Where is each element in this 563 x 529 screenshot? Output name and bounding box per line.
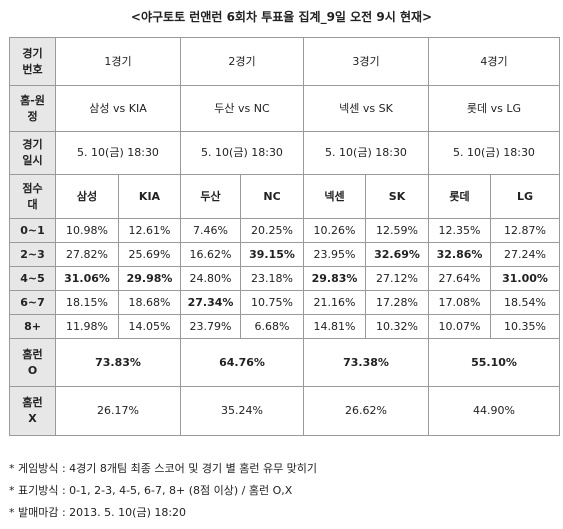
homerun-x-row: 홈런 X 26.17% 35.24% 26.62% 44.90%: [9, 386, 560, 436]
vote-rate-cell: 32.86%: [428, 242, 491, 267]
vote-rate-cell: 27.24%: [490, 242, 560, 267]
header-game-date: 경기 일시: [9, 131, 56, 175]
vote-rate-cell: 16.62%: [180, 242, 241, 267]
vote-rate-cell: 14.05%: [118, 314, 181, 339]
score-band-row: 6~7 18.15% 18.68% 27.34% 10.75% 21.16% 17.28% 1…: [9, 290, 560, 315]
score-band-label: 8+: [9, 314, 56, 339]
vote-rate-cell: 24.80%: [180, 266, 241, 291]
score-band-label: 0~1: [9, 218, 56, 243]
vote-rate-cell: 23.95%: [303, 242, 366, 267]
game-datetime: 5. 10(금) 18:30: [428, 131, 560, 175]
game-label: 4경기: [428, 37, 560, 86]
page-title: <야구토토 런앤런 6회차 투표율 집계_9일 오전 9시 현재>: [130, 10, 433, 24]
score-band-label: 6~7: [9, 290, 56, 315]
vote-rate-cell: 7.46%: [180, 218, 241, 243]
game-datetime: 5. 10(금) 18:30: [303, 131, 429, 175]
vote-rate-cell: 27.82%: [55, 242, 119, 267]
team-name: 삼성: [55, 174, 119, 219]
vote-rate-cell: 18.15%: [55, 290, 119, 315]
matchup: 두산 vs NC: [180, 85, 304, 132]
header-home-away: 홈-원 정: [9, 85, 56, 132]
matchup-row: 홈-원 정 삼성 vs KIA 두산 vs NC 넥센 vs SK 롯데 vs LG: [9, 85, 560, 132]
vote-rate-cell: 39.15%: [240, 242, 304, 267]
vote-rate-cell: 31.00%: [490, 266, 560, 291]
vote-rate-cell: 12.59%: [365, 218, 429, 243]
header-homerun-x: 홈런 X: [9, 386, 56, 436]
note-deadline: * 발매마감 : 2013. 5. 10(금) 18:20: [9, 506, 187, 519]
score-band-row: 0~1 10.98% 12.61% 7.46% 20.25% 10.26% 12.59% 12…: [9, 218, 560, 243]
vote-rate-table: 경기 번호 1경기 2경기 3경기 4경기 홈-원 정 삼성 vs KIA 두산 vs NC 넥센 …: [9, 37, 560, 436]
homerun-o-rate: 73.83%: [55, 338, 181, 387]
homerun-o-rate: 64.76%: [180, 338, 304, 387]
matchup: 넥센 vs SK: [303, 85, 429, 132]
game-label: 1경기: [55, 37, 181, 86]
game-label: 3경기: [303, 37, 429, 86]
header-game-number: 경기 번호: [9, 37, 56, 86]
vote-rate-cell: 17.08%: [428, 290, 491, 315]
homerun-o-row: 홈런 O 73.83% 64.76% 73.38% 55.10%: [9, 338, 560, 387]
matchup: 롯데 vs LG: [428, 85, 560, 132]
header-homerun-o: 홈런 O: [9, 338, 56, 387]
vote-rate-cell: 12.87%: [490, 218, 560, 243]
team-name: NC: [240, 174, 304, 219]
team-name: 두산: [180, 174, 241, 219]
score-band-row: 4~5 31.06% 29.98% 24.80% 23.18% 29.83% 27.12% 2…: [9, 266, 560, 291]
team-name: KIA: [118, 174, 181, 219]
vote-rate-cell: 27.34%: [180, 290, 241, 315]
team-name: 넥센: [303, 174, 366, 219]
vote-rate-cell: 10.32%: [365, 314, 429, 339]
vote-rate-cell: 32.69%: [365, 242, 429, 267]
homerun-x-rate: 44.90%: [428, 386, 560, 436]
vote-rate-cell: 12.61%: [118, 218, 181, 243]
game-number-row: 경기 번호 1경기 2경기 3경기 4경기: [9, 37, 560, 86]
vote-rate-cell: 10.07%: [428, 314, 491, 339]
vote-rate-cell: 12.35%: [428, 218, 491, 243]
vote-rate-cell: 10.26%: [303, 218, 366, 243]
vote-rate-cell: 29.98%: [118, 266, 181, 291]
vote-rate-cell: 21.16%: [303, 290, 366, 315]
score-band-row: 2~3 27.82% 25.69% 16.62% 39.15% 23.95% 32.69% 3…: [9, 242, 560, 267]
vote-rate-cell: 29.83%: [303, 266, 366, 291]
vote-rate-cell: 14.81%: [303, 314, 366, 339]
score-band-label: 2~3: [9, 242, 56, 267]
vote-rate-cell: 23.79%: [180, 314, 241, 339]
team-name: SK: [365, 174, 429, 219]
vote-rate-cell: 17.28%: [365, 290, 429, 315]
vote-rate-cell: 6.68%: [240, 314, 304, 339]
vote-rate-cell: 18.54%: [490, 290, 560, 315]
score-band-label: 4~5: [9, 266, 56, 291]
vote-rate-cell: 23.18%: [240, 266, 304, 291]
homerun-o-rate: 55.10%: [428, 338, 560, 387]
vote-rate-cell: 31.06%: [55, 266, 119, 291]
vote-rate-cell: 10.35%: [490, 314, 560, 339]
homerun-x-rate: 26.62%: [303, 386, 429, 436]
homerun-o-rate: 73.38%: [303, 338, 429, 387]
matchup: 삼성 vs KIA: [55, 85, 181, 132]
vote-rate-cell: 25.69%: [118, 242, 181, 267]
game-datetime: 5. 10(금) 18:30: [180, 131, 304, 175]
datetime-row: 경기 일시 5. 10(금) 18:30 5. 10(금) 18:30 5. 10(금)…: [9, 131, 560, 175]
score-band-row: 8+ 11.98% 14.05% 23.79% 6.68% 14.81% 10.32% 10.…: [9, 314, 560, 339]
vote-rate-cell: 10.75%: [240, 290, 304, 315]
notes: * 게임방식 : 4경기 8개팀 최종 스코어 및 경기 별 홈런 유무 맞히기…: [9, 458, 559, 524]
note-notation: * 표기방식 : 0-1, 2-3, 4-5, 6-7, 8+ (8점 이상) …: [9, 484, 293, 497]
team-row: 점수 대 삼성 KIA 두산 NC 넥센 SK 롯데 LG: [9, 174, 560, 219]
homerun-x-rate: 26.17%: [55, 386, 181, 436]
vote-rate-cell: 27.64%: [428, 266, 491, 291]
homerun-x-rate: 35.24%: [180, 386, 304, 436]
note-game-method: * 게임방식 : 4경기 8개팀 최종 스코어 및 경기 별 홈런 유무 맞히기: [9, 462, 318, 475]
game-label: 2경기: [180, 37, 304, 86]
game-datetime: 5. 10(금) 18:30: [55, 131, 181, 175]
vote-rate-cell: 20.25%: [240, 218, 304, 243]
vote-rate-cell: 27.12%: [365, 266, 429, 291]
vote-rate-cell: 18.68%: [118, 290, 181, 315]
vote-rate-cell: 11.98%: [55, 314, 119, 339]
team-name: LG: [490, 174, 560, 219]
vote-rate-cell: 10.98%: [55, 218, 119, 243]
team-name: 롯데: [428, 174, 491, 219]
header-score-band: 점수 대: [9, 174, 56, 219]
